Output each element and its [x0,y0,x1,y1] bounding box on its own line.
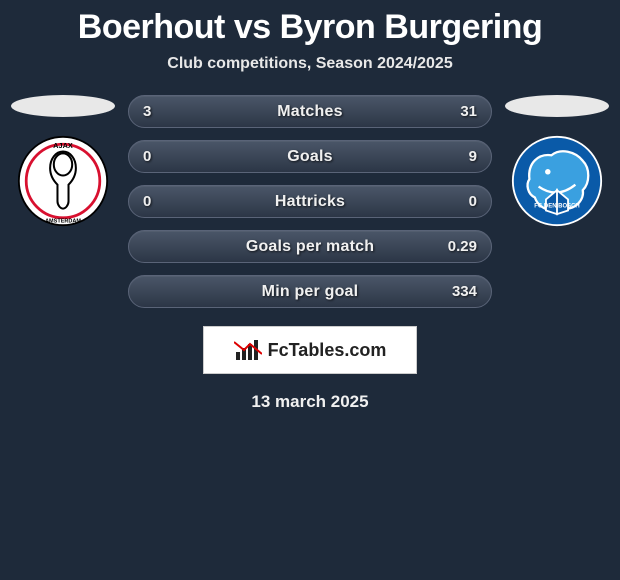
player-right-oval [505,95,609,117]
stat-left-value: 3 [143,103,151,120]
player-left-oval [11,95,115,117]
footer-date: 13 march 2025 [0,392,620,412]
stat-row-min-per-goal: Min per goal 334 [128,275,492,308]
stat-label: Matches [277,103,342,121]
stat-right-value: 0 [469,193,477,210]
stat-right-value: 334 [452,283,477,300]
brand-text: FcTables.com [268,340,387,360]
player-right-column: FC DEN BOSCH [502,95,612,227]
bar-chart-icon [234,338,262,362]
stat-label: Goals [287,148,332,166]
stat-label: Hattricks [275,193,345,211]
svg-text:FC DEN BOSCH: FC DEN BOSCH [534,204,579,210]
page-title: Boerhout vs Byron Burgering [0,8,620,47]
den-bosch-badge-icon: FC DEN BOSCH [511,135,603,227]
stat-right-value: 31 [460,103,477,120]
stat-row-hattricks: 0 Hattricks 0 [128,185,492,218]
stat-label: Goals per match [246,238,374,256]
svg-text:AJAX: AJAX [53,141,73,150]
comparison-infographic: Boerhout vs Byron Burgering Club competi… [0,0,620,412]
stat-row-matches: 3 Matches 31 [128,95,492,128]
player-left-column: AJAX AMSTERDAM [8,95,118,227]
page-subtitle: Club competitions, Season 2024/2025 [0,55,620,73]
den-bosch-badge: FC DEN BOSCH [511,135,603,227]
comparison-row: AJAX AMSTERDAM 3 Matches 31 0 Goals 9 0 … [0,95,620,308]
stats-column: 3 Matches 31 0 Goals 9 0 Hattricks 0 Goa… [118,95,502,308]
brand-name: FcTables.com [268,340,387,361]
stat-right-value: 0.29 [448,238,477,255]
stat-left-value: 0 [143,148,151,165]
brand-logo-box: FcTables.com [203,326,417,374]
stat-left-value: 0 [143,193,151,210]
stat-row-goals: 0 Goals 9 [128,140,492,173]
svg-text:AMSTERDAM: AMSTERDAM [45,218,81,224]
stat-label: Min per goal [262,283,359,301]
stat-row-goals-per-match: Goals per match 0.29 [128,230,492,263]
stat-right-value: 9 [469,148,477,165]
ajax-badge-icon: AJAX AMSTERDAM [17,135,109,227]
ajax-badge: AJAX AMSTERDAM [17,135,109,227]
